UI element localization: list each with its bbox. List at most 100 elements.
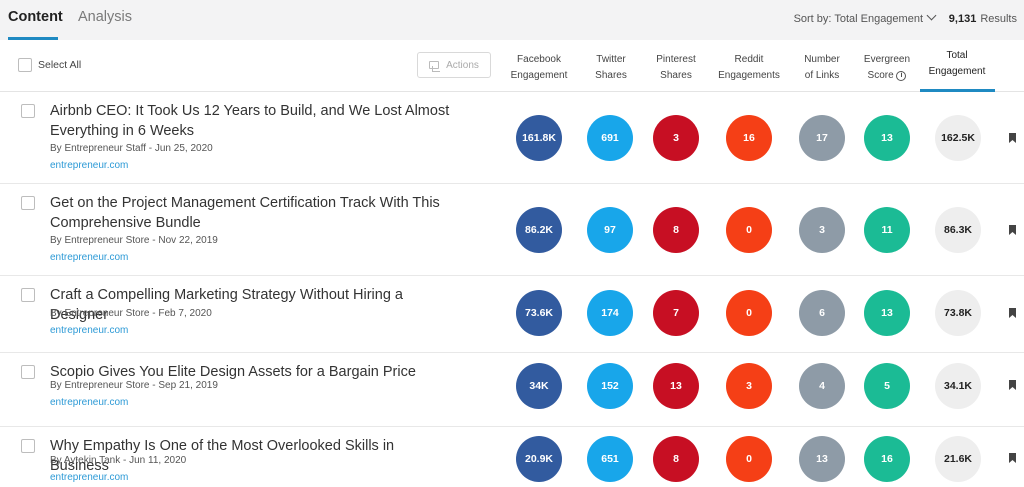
pinterest-shares-badge[interactable]: 8 xyxy=(653,207,699,253)
select-all-checkbox[interactable] xyxy=(18,58,32,72)
top-bar: Content Analysis Sort by: Total Engageme… xyxy=(0,0,1024,40)
col-label-line1: Reddit xyxy=(734,54,764,65)
twitter-shares-badge[interactable]: 174 xyxy=(587,290,633,336)
col-number-of-links[interactable]: Number of Links xyxy=(782,52,862,84)
table-row: Airbnb CEO: It Took Us 12 Years to Build… xyxy=(0,92,1024,184)
evergreen-score-badge[interactable]: 5 xyxy=(864,363,910,409)
article-title[interactable]: Craft a Compelling Marketing Strategy Wi… xyxy=(50,287,403,323)
tab-content[interactable]: Content xyxy=(8,9,63,25)
article-title[interactable]: Why Empathy Is One of the Most Overlooke… xyxy=(50,438,395,474)
facebook-engagement-badge[interactable]: 86.2K xyxy=(516,207,562,253)
tab-analysis[interactable]: Analysis xyxy=(78,9,132,25)
bookmark-icon[interactable] xyxy=(1009,225,1016,235)
active-tab-indicator xyxy=(8,37,58,40)
col-label-line2: Engagements xyxy=(718,70,780,81)
article-domain[interactable]: entrepreneur.com xyxy=(50,160,129,171)
col-reddit-engagements[interactable]: Reddit Engagements xyxy=(709,52,789,84)
links-badge[interactable]: 3 xyxy=(799,207,845,253)
article-title[interactable]: Get on the Project Management Certificat… xyxy=(50,195,440,231)
table-row: Get on the Project Management Certificat… xyxy=(0,184,1024,276)
evergreen-score-badge[interactable]: 11 xyxy=(864,207,910,253)
chevron-down-icon xyxy=(926,10,937,21)
pinterest-shares-badge[interactable]: 3 xyxy=(653,115,699,161)
row-checkbox[interactable] xyxy=(21,439,35,453)
col-label-line2: Engagement xyxy=(928,66,986,77)
col-evergreen-score[interactable]: Evergreen Score i xyxy=(847,52,927,84)
pinterest-shares-badge[interactable]: 7 xyxy=(653,290,699,336)
evergreen-score-badge[interactable]: 16 xyxy=(864,436,910,482)
col-label-line1: Pinterest xyxy=(656,54,696,65)
total-engagement-badge[interactable]: 34.1K xyxy=(935,363,981,409)
col-total-engagement[interactable]: Total Engagement xyxy=(917,48,997,80)
table-header: Select All Actions Facebook Engagement T… xyxy=(0,40,1024,92)
twitter-shares-badge[interactable]: 691 xyxy=(587,115,633,161)
article-title[interactable]: Scopio Gives You Elite Design Assets for… xyxy=(50,364,416,380)
row-checkbox[interactable] xyxy=(21,196,35,210)
total-engagement-badge[interactable]: 162.5K xyxy=(935,115,981,161)
article-meta: By Entrepreneur Store - Nov 22, 2019 xyxy=(50,235,218,246)
links-badge[interactable]: 6 xyxy=(799,290,845,336)
col-label-line1: Evergreen xyxy=(863,54,911,65)
twitter-shares-badge[interactable]: 152 xyxy=(587,363,633,409)
bookmark-icon[interactable] xyxy=(1009,380,1016,390)
pinterest-shares-badge[interactable]: 8 xyxy=(653,436,699,482)
results-label: Results xyxy=(980,13,1017,25)
reddit-engagements-badge[interactable]: 0 xyxy=(726,290,772,336)
article-domain[interactable]: entrepreneur.com xyxy=(50,472,129,483)
links-badge[interactable]: 4 xyxy=(799,363,845,409)
col-pinterest-shares[interactable]: Pinterest Shares xyxy=(636,52,716,84)
facebook-engagement-badge[interactable]: 73.6K xyxy=(516,290,562,336)
table-row: Craft a Compelling Marketing Strategy Wi… xyxy=(0,276,1024,353)
actions-icon xyxy=(429,61,441,72)
reddit-engagements-badge[interactable]: 3 xyxy=(726,363,772,409)
article-meta: By Entrepreneur Store - Sep 21, 2019 xyxy=(50,380,218,391)
row-checkbox[interactable] xyxy=(21,288,35,302)
article-meta: By Entrepreneur Staff - Jun 25, 2020 xyxy=(50,143,213,154)
col-label-line1: Total xyxy=(946,50,968,61)
col-label-line2: of Links xyxy=(804,70,840,81)
reddit-engagements-badge[interactable]: 0 xyxy=(726,207,772,253)
col-label-line1: Facebook xyxy=(517,54,561,65)
article-domain[interactable]: entrepreneur.com xyxy=(50,252,129,263)
bookmark-icon[interactable] xyxy=(1009,308,1016,318)
info-icon[interactable]: i xyxy=(896,71,907,81)
col-twitter-shares[interactable]: Twitter Shares xyxy=(571,52,651,84)
facebook-engagement-badge[interactable]: 161.8K xyxy=(516,115,562,161)
col-label-line1: Twitter xyxy=(596,54,626,65)
bookmark-icon[interactable] xyxy=(1009,453,1016,463)
results-count: 9,131 Results xyxy=(949,13,1017,25)
evergreen-score-badge[interactable]: 13 xyxy=(864,115,910,161)
bookmark-icon[interactable] xyxy=(1009,133,1016,143)
col-facebook-engagement[interactable]: Facebook Engagement xyxy=(499,52,579,84)
article-domain[interactable]: entrepreneur.com xyxy=(50,325,129,336)
col-label-line2: Shares xyxy=(660,70,692,81)
twitter-shares-badge[interactable]: 97 xyxy=(587,207,633,253)
row-checkbox[interactable] xyxy=(21,365,35,379)
actions-button[interactable]: Actions xyxy=(417,52,491,78)
reddit-engagements-badge[interactable]: 16 xyxy=(726,115,772,161)
total-engagement-badge[interactable]: 86.3K xyxy=(935,207,981,253)
sort-dropdown[interactable]: Sort by: Total Engagement xyxy=(793,10,937,25)
reddit-engagements-badge[interactable]: 0 xyxy=(726,436,772,482)
select-all-label[interactable]: Select All xyxy=(38,59,82,71)
article-domain[interactable]: entrepreneur.com xyxy=(50,397,129,408)
table-row: Why Empathy Is One of the Most Overlooke… xyxy=(0,427,1024,487)
total-engagement-badge[interactable]: 73.8K xyxy=(935,290,981,336)
facebook-engagement-badge[interactable]: 34K xyxy=(516,363,562,409)
results-number: 9,131 xyxy=(948,13,977,25)
links-badge[interactable]: 17 xyxy=(799,115,845,161)
links-badge[interactable]: 13 xyxy=(799,436,845,482)
sort-label: Sort by: Total Engagement xyxy=(793,13,923,25)
pinterest-shares-badge[interactable]: 13 xyxy=(653,363,699,409)
col-label-line1: Number xyxy=(804,54,840,65)
row-checkbox[interactable] xyxy=(21,104,35,118)
facebook-engagement-badge[interactable]: 20.9K xyxy=(516,436,562,482)
twitter-shares-badge[interactable]: 651 xyxy=(587,436,633,482)
total-engagement-badge[interactable]: 21.6K xyxy=(935,436,981,482)
col-label-line2: Engagement xyxy=(510,70,568,81)
article-title[interactable]: Airbnb CEO: It Took Us 12 Years to Build… xyxy=(50,103,450,139)
evergreen-score-badge[interactable]: 13 xyxy=(864,290,910,336)
col-label-line2: Score xyxy=(867,70,894,81)
table-row: Scopio Gives You Elite Design Assets for… xyxy=(0,353,1024,427)
actions-label: Actions xyxy=(446,59,479,71)
